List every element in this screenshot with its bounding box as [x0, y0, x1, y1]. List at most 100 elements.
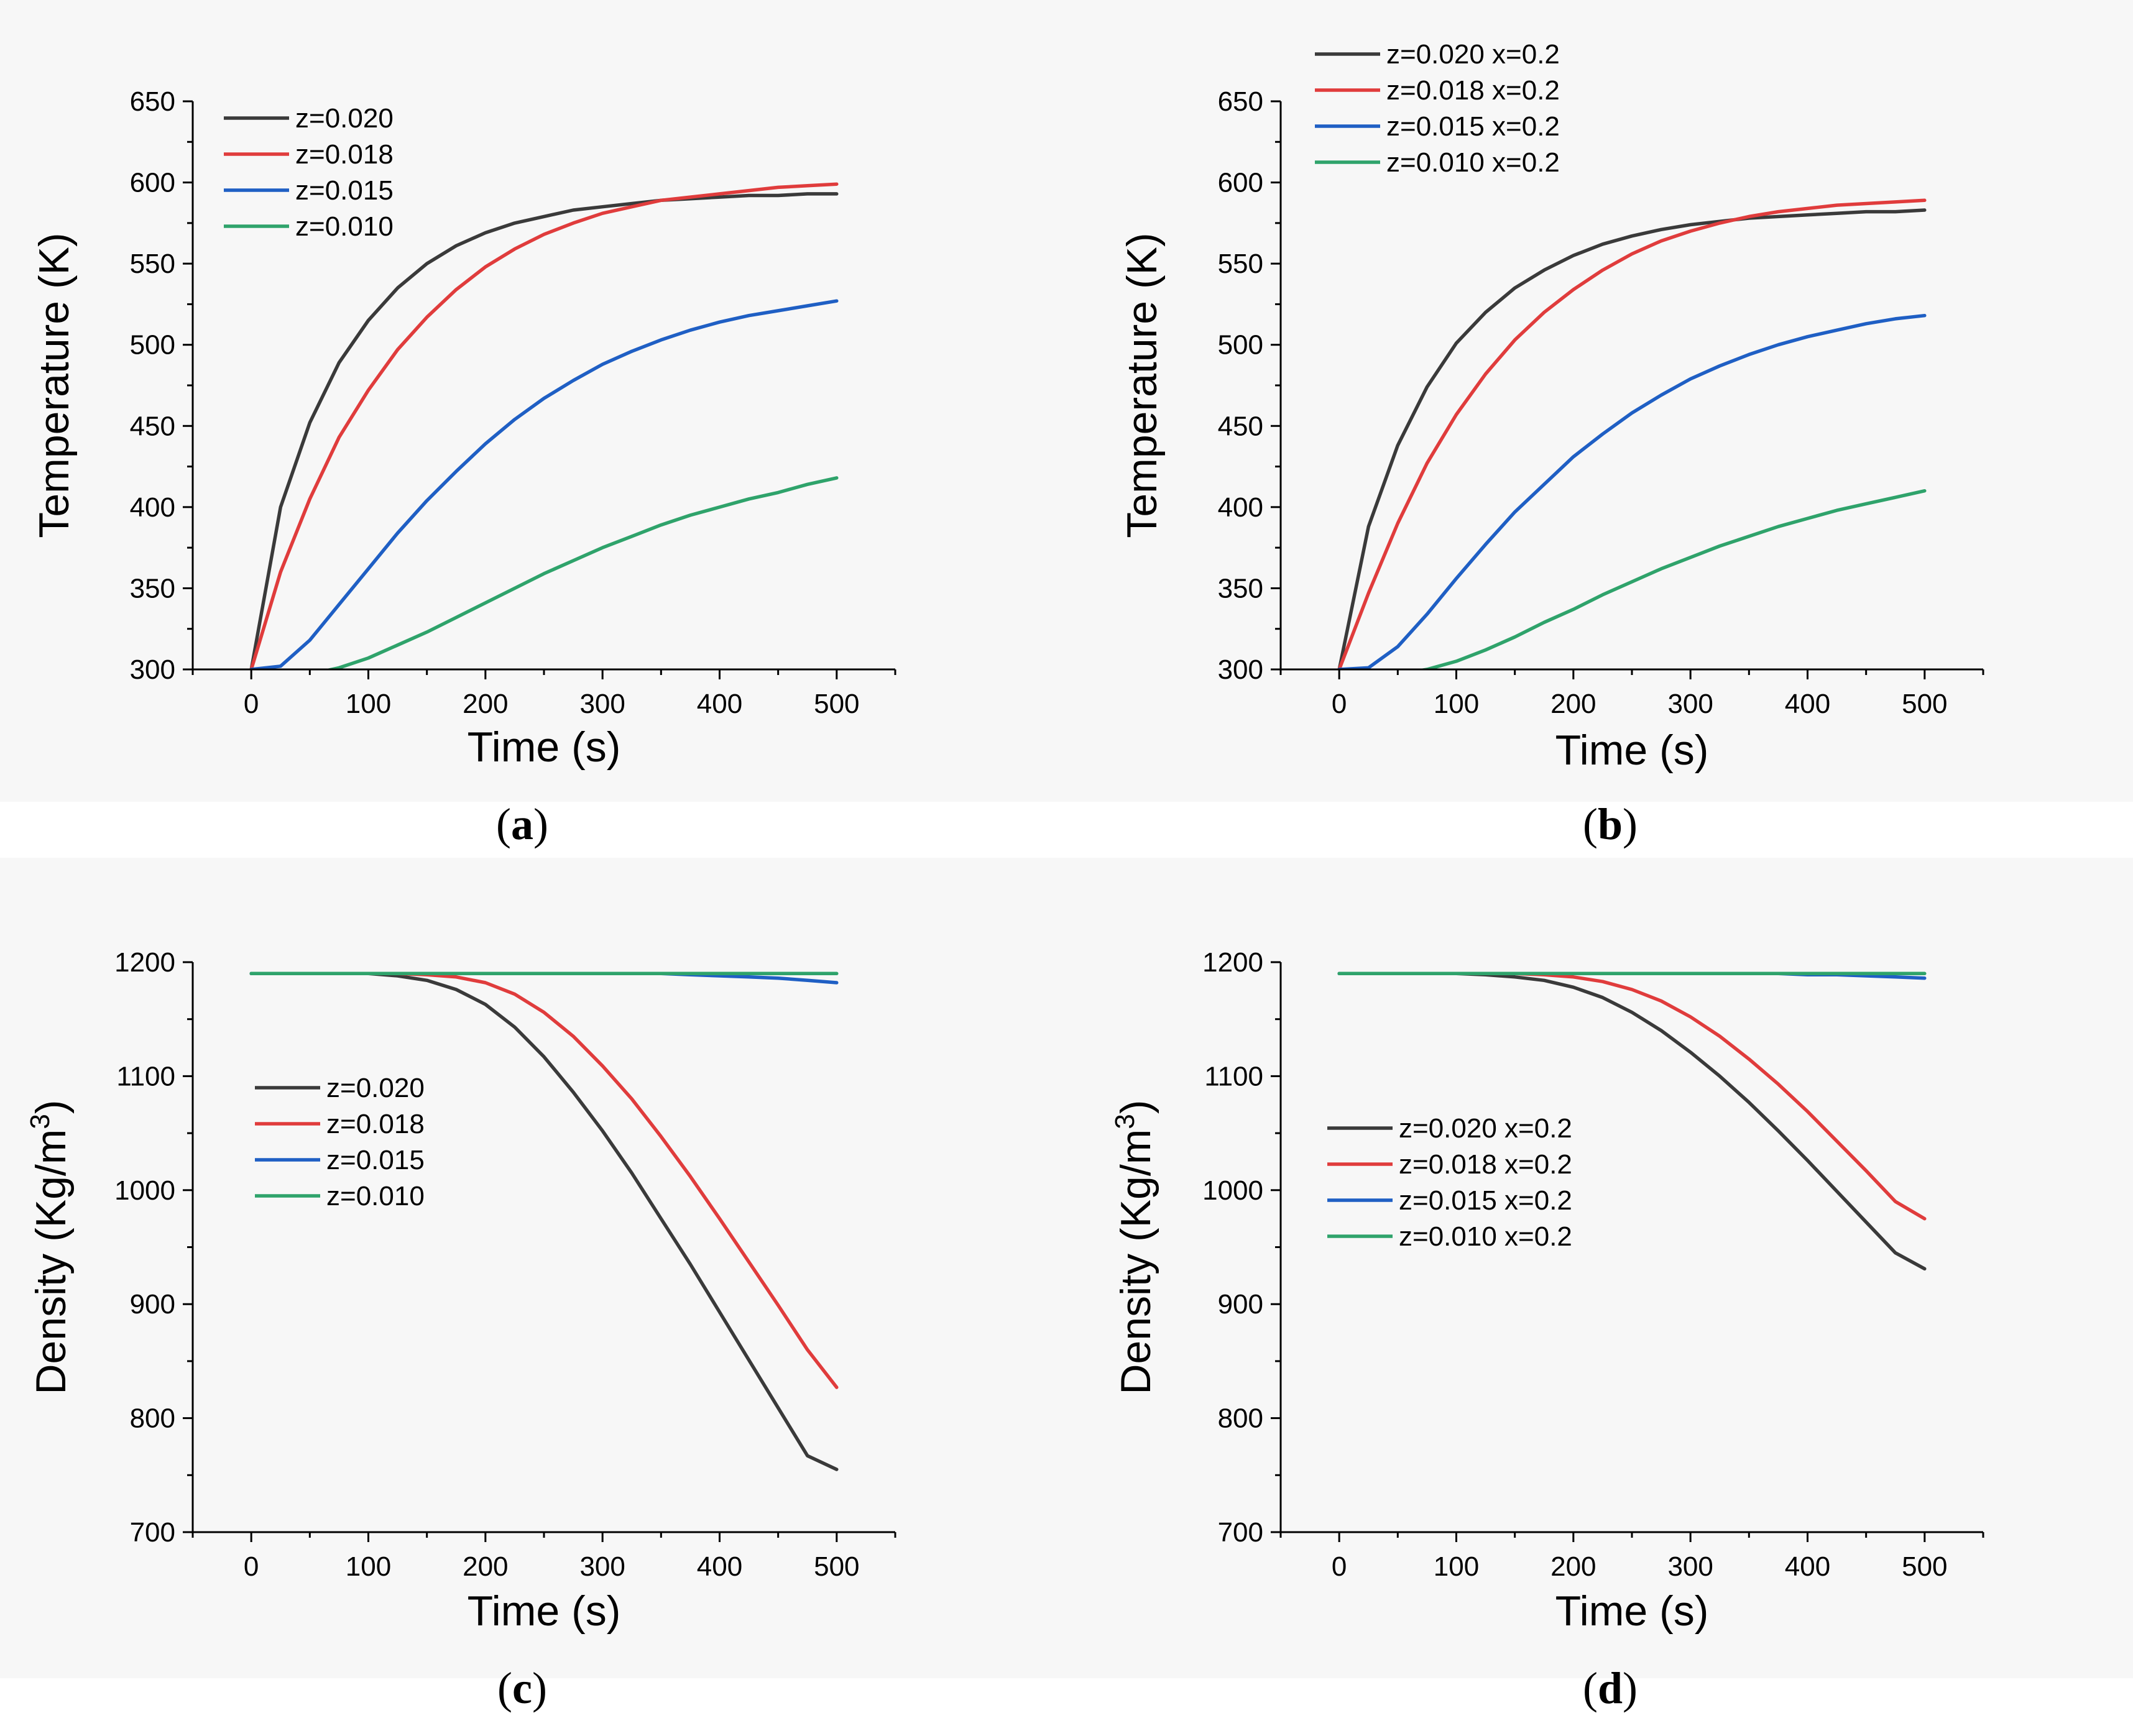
panel-b-y-tick-label: 300	[1218, 654, 1263, 685]
panel-a-legend-label: z=0.020	[295, 103, 394, 134]
panel-a-series-z-0.015	[249, 299, 839, 669]
panel-b-caption-open: (	[1583, 799, 1598, 849]
panel-b-legend-label: z=0.010 x=0.2	[1386, 147, 1560, 178]
panel-d-y-axis-label-end: )	[1112, 1100, 1159, 1114]
panel-c-y-axis-label-main: Density (Kg/m	[27, 1129, 75, 1395]
panel-c-y-axis-label-end: )	[27, 1100, 75, 1114]
panel-a-y-tick-label: 300	[130, 654, 175, 685]
panel-d-caption-open: (	[1583, 1663, 1598, 1713]
panel-c-x-axis-label: Time (s)	[468, 1587, 621, 1635]
panel-a-x-axis-label: Time (s)	[468, 723, 621, 771]
panel-b-legend-label: z=0.020 x=0.2	[1386, 39, 1560, 70]
panel-a-y-tick-label: 650	[130, 86, 175, 117]
panel-b-caption-close: )	[1623, 799, 1638, 849]
panel-b: 0 100 200 300 400 500 300 350 400 450 500 550 600 650…	[1094, 0, 2133, 849]
panel-d-y-axis-label-sup: 3	[1110, 1114, 1140, 1129]
panel-c-y-tick-label: 1200	[114, 947, 175, 978]
panel-a-series-group	[249, 182, 839, 669]
panel-c-caption-close: )	[532, 1663, 547, 1713]
panel-a-y-tick-label: 450	[130, 411, 175, 441]
panel-c-y-tick-label: 900	[130, 1289, 175, 1320]
panel-c-x-tick-label: 400	[697, 1551, 742, 1582]
panel-d: 0 100 200 300 400 500 700 800 900 1000 1100 1200 Tim…	[1094, 858, 2133, 1713]
panel-b-x-tick-label: 100	[1434, 689, 1479, 719]
panel-c-caption-open: (	[497, 1663, 512, 1713]
panel-d-series-group	[1337, 971, 1927, 1271]
panel-d-caption-letter: d	[1598, 1663, 1623, 1713]
panel-d-x-tick-label: 500	[1902, 1551, 1947, 1582]
panel-d-x-tick-label: 0	[1332, 1551, 1347, 1582]
panel-c-y-tick-label: 1100	[116, 1061, 175, 1091]
panel-d-caption-close: )	[1623, 1663, 1638, 1713]
panel-a-x-tick-label: 500	[814, 689, 859, 719]
panel-a-legend-label: z=0.010	[295, 211, 394, 242]
panel-c-x-tick-label: 0	[244, 1551, 259, 1582]
panel-a-y-tick-label: 500	[130, 330, 175, 361]
panel-a-x-tick-label: 400	[697, 689, 742, 719]
panel-a-x-tick-label: 0	[244, 689, 259, 719]
panel-b-x-axis-label: Time (s)	[1555, 727, 1709, 774]
panel-a-y-tick-label: 550	[130, 249, 175, 279]
panel-a-y-tick-label: 400	[130, 492, 175, 523]
panel-c-caption: (c)	[497, 1663, 547, 1713]
panel-c-caption-letter: c	[512, 1663, 532, 1713]
panel-b-legend-label: z=0.015 x=0.2	[1386, 111, 1560, 142]
panel-a-y-tick-label: 350	[130, 573, 175, 604]
panel-a-y-tick-label: 600	[130, 168, 175, 198]
panel-a-series-z-0.018	[249, 182, 839, 669]
panel-b-x-tick-label: 500	[1902, 689, 1947, 719]
panel-a-y-axis-label: Temperature (K)	[30, 232, 78, 538]
panel-b-series-z-0.018-x-0.2	[1337, 198, 1927, 669]
panel-a-caption-letter: a	[511, 799, 533, 849]
panel-b-caption: (b)	[1583, 799, 1638, 849]
panel-a-y-axis-label-main: Temperature (K)	[30, 232, 78, 538]
panel-a-legend-label: z=0.018	[295, 139, 394, 170]
panel-b-y-tick-label: 350	[1218, 573, 1263, 604]
panel-a-legend-label: z=0.015	[295, 175, 394, 206]
panel-c-legend-label: z=0.018	[326, 1109, 425, 1139]
panel-c-x-tick-label: 300	[579, 1551, 625, 1582]
panel-b-series-z-0.020-x-0.2	[1337, 208, 1927, 669]
panel-d-legend-label: z=0.020 x=0.2	[1399, 1113, 1572, 1144]
panel-d-y-axis-label: Density (Kg/m3)	[1110, 1100, 1159, 1394]
panel-a-series-z-0.020	[249, 192, 839, 669]
panel-b-y-tick-label: 550	[1218, 249, 1263, 279]
panel-a: 0 100 200 300 400 500 300 350 400 450 500 550 600 650…	[0, 0, 1094, 849]
panel-c-y-axis-label: Density (Kg/m3)	[25, 1100, 75, 1394]
panel-c-x-tick-label: 100	[346, 1551, 391, 1582]
panel-b-x-tick-label: 300	[1667, 689, 1713, 719]
panel-a-caption-close: )	[533, 799, 548, 849]
panel-c-x-tick-label: 200	[463, 1551, 508, 1582]
panel-b-y-tick-label: 400	[1218, 492, 1263, 523]
panel-b-legend-label: z=0.018 x=0.2	[1386, 75, 1560, 106]
panel-d-legend-label: z=0.018 x=0.2	[1399, 1149, 1572, 1180]
panel-c: 0 100 200 300 400 500 700 800 900 1000 1100 1200 Tim…	[0, 858, 1094, 1713]
panel-b-caption-letter: b	[1598, 799, 1623, 849]
panel-a-background	[0, 0, 1094, 802]
panel-d-y-tick-label: 1200	[1202, 947, 1263, 978]
panel-c-legend-label: z=0.015	[326, 1145, 425, 1175]
panel-d-legend-label: z=0.015 x=0.2	[1399, 1185, 1572, 1216]
panel-d-x-tick-label: 400	[1785, 1551, 1830, 1582]
panel-d-y-tick-label: 1100	[1204, 1061, 1263, 1091]
panel-a-series-z-0.010	[323, 476, 839, 669]
panel-d-x-axis-label: Time (s)	[1555, 1587, 1709, 1635]
panel-b-x-tick-label: 200	[1550, 689, 1596, 719]
panel-b-y-axis-label: Temperature (K)	[1118, 232, 1166, 538]
panel-d-caption: (d)	[1583, 1663, 1638, 1713]
panel-a-x-tick-label: 100	[346, 689, 391, 719]
panel-b-x-tick-label: 400	[1785, 689, 1830, 719]
panel-b-series-group	[1337, 198, 1927, 669]
panel-a-x-tick-label: 300	[579, 689, 625, 719]
panel-c-series-group	[249, 971, 839, 1471]
panel-d-background	[1094, 858, 2133, 1678]
panel-c-y-axis-label-sup: 3	[25, 1114, 55, 1129]
panel-a-caption: (a)	[496, 799, 548, 849]
panel-b-y-axis-label-main: Temperature (K)	[1118, 232, 1166, 538]
panel-d-x-tick-label: 300	[1667, 1551, 1713, 1582]
panel-b-background	[1094, 0, 2133, 802]
panel-d-y-axis-label-main: Density (Kg/m	[1112, 1129, 1159, 1395]
panel-c-x-tick-label: 500	[814, 1551, 859, 1582]
panel-b-series-z-0.015-x-0.2	[1337, 313, 1927, 669]
